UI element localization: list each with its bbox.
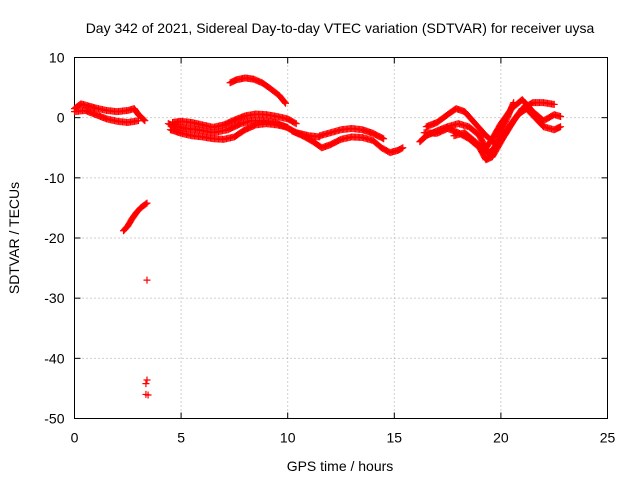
data-point xyxy=(140,116,148,124)
data-point xyxy=(292,120,300,128)
data-point xyxy=(557,123,565,131)
data-point xyxy=(398,144,406,152)
data-point xyxy=(143,276,151,284)
chart-title: Day 342 of 2021, Sidereal Day-to-day VTE… xyxy=(86,20,595,36)
series-outliers xyxy=(142,276,152,399)
y-tick-label: 10 xyxy=(49,50,65,66)
y-tick-label: 0 xyxy=(57,110,65,126)
series-track-9 xyxy=(316,124,388,143)
data-point xyxy=(378,134,386,142)
series-track-1 xyxy=(71,100,149,125)
y-tick-label: -30 xyxy=(44,290,64,306)
data-point xyxy=(399,144,407,152)
x-tick-label: 10 xyxy=(280,430,296,446)
y-tick-label: -40 xyxy=(44,350,64,366)
y-axis-label: SDTVAR / TECUs xyxy=(6,182,22,294)
series-track-13 xyxy=(450,96,565,155)
data-layer xyxy=(71,74,565,399)
data-point xyxy=(142,380,150,388)
data-point xyxy=(380,135,388,143)
tick-layer: 0 5 10 15 20 25 10 0 -10 -20 -30 -40 -50 xyxy=(44,50,615,446)
series-track-8 xyxy=(288,127,407,157)
series-track-7 xyxy=(226,74,290,107)
y-tick-label: -10 xyxy=(44,170,64,186)
x-tick-label: 0 xyxy=(71,430,79,446)
data-point xyxy=(134,117,142,125)
data-point xyxy=(142,200,150,208)
x-tick-label: 20 xyxy=(493,430,509,446)
series-track-5 xyxy=(166,120,292,143)
x-tick-label: 15 xyxy=(387,430,403,446)
data-point xyxy=(281,98,289,106)
data-point xyxy=(282,99,290,107)
series-track-6 xyxy=(169,110,300,131)
x-axis-label: GPS time / hours xyxy=(287,458,394,474)
y-tick-label: -20 xyxy=(44,230,64,246)
data-point xyxy=(141,117,149,125)
series-track-3 xyxy=(120,199,151,235)
data-point xyxy=(557,112,565,120)
data-point xyxy=(284,123,292,131)
data-point xyxy=(144,391,152,399)
data-point xyxy=(143,376,151,384)
data-point xyxy=(143,199,151,207)
x-tick-label: 25 xyxy=(600,430,616,446)
data-point xyxy=(550,100,558,108)
series-track-2 xyxy=(71,106,142,126)
x-tick-label: 5 xyxy=(177,430,185,446)
y-tick-label: -50 xyxy=(44,411,64,427)
data-point xyxy=(291,119,299,127)
